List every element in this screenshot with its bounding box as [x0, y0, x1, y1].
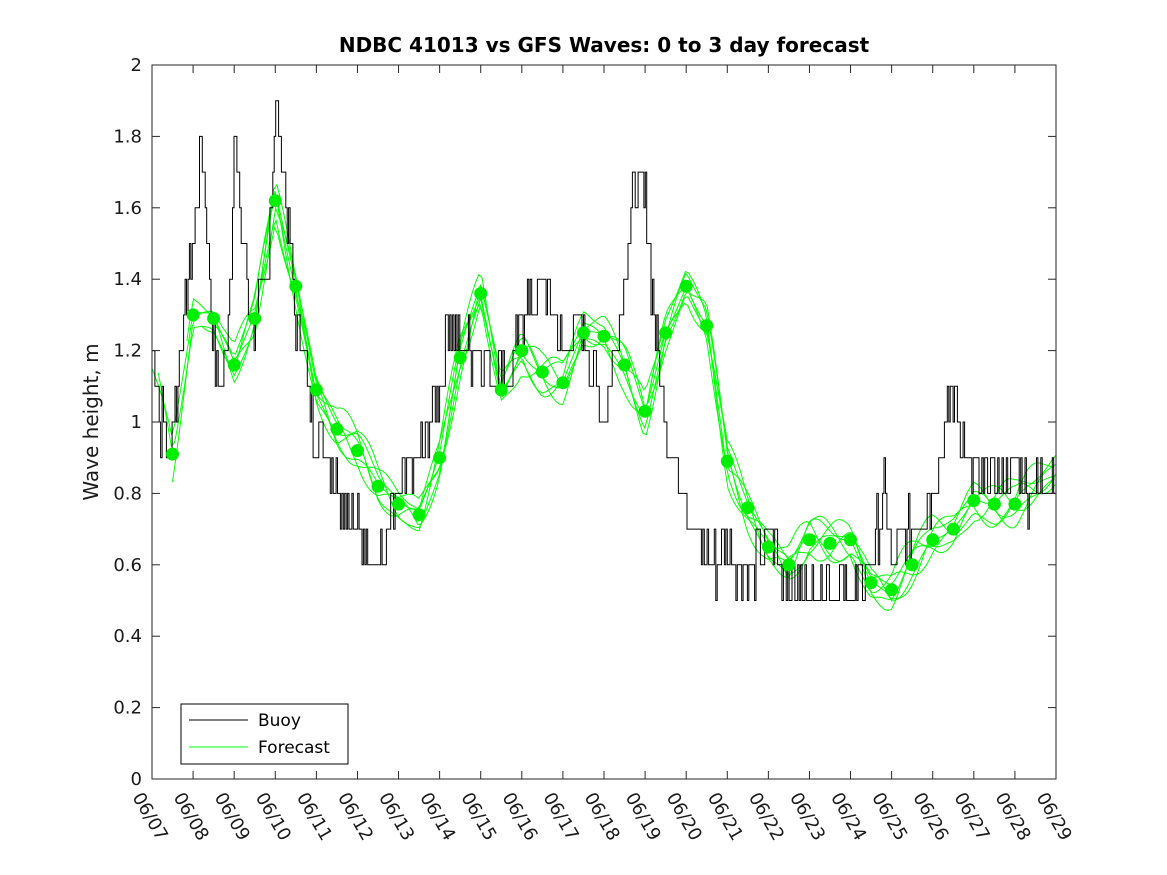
y-tick-label: 1.8 [113, 126, 142, 147]
y-tick-label: 0.2 [113, 698, 142, 719]
forecast-marker [556, 376, 570, 390]
forecast-marker [535, 365, 549, 379]
forecast-marker [494, 383, 508, 397]
forecast-marker [309, 383, 323, 397]
forecast-marker [926, 533, 940, 547]
forecast-marker [823, 536, 837, 550]
y-tick-label: 1 [131, 412, 142, 433]
forecast-marker [618, 358, 631, 372]
forecast-marker [289, 279, 303, 293]
forecast-marker [392, 497, 405, 511]
legend-entry-forecast: Forecast [258, 738, 330, 758]
forecast-marker [659, 326, 673, 340]
y-tick-label: 0.6 [113, 555, 142, 576]
forecast-marker [515, 344, 529, 358]
forecast-marker [905, 558, 919, 572]
forecast-marker [720, 454, 734, 468]
plot-area [151, 65, 1057, 779]
buoy-line [152, 100, 1056, 601]
forecast-marker [227, 358, 241, 372]
forecast-marker [761, 540, 775, 554]
y-tick-label: 1.4 [113, 269, 142, 290]
forecast-marker [803, 533, 816, 547]
forecast-marker [597, 329, 611, 343]
y-tick-label: 0.8 [113, 483, 142, 504]
forecast-marker [844, 533, 857, 547]
forecast-marker [700, 319, 714, 333]
y-tick-label: 0 [131, 769, 142, 790]
forecast-marker [453, 351, 467, 365]
y-axis-label: Wave height, m [79, 343, 103, 500]
forecast-marker [638, 404, 652, 418]
forecast-marker [741, 501, 755, 515]
forecast-marker [330, 422, 344, 436]
forecast-marker [433, 451, 447, 465]
forecast-marker [967, 494, 981, 507]
legend-box [180, 703, 349, 765]
forecast-marker [371, 479, 385, 493]
y-tick-label: 1.6 [113, 198, 142, 219]
forecast-run-line-4 [200, 183, 1057, 600]
forecast-marker [782, 558, 796, 572]
forecast-marker [268, 194, 282, 208]
forecast-marker [186, 308, 200, 322]
forecast-marker [679, 279, 693, 293]
chart-title: NDBC 41013 vs GFS Waves: 0 to 3 day fore… [339, 33, 870, 57]
forecast-marker [577, 326, 590, 340]
forecast-run-line-5 [215, 190, 1054, 601]
forecast-marker [885, 583, 899, 597]
y-tick-label: 2 [131, 55, 142, 76]
forecast-marker [351, 444, 364, 458]
forecast-marker [248, 312, 262, 325]
forecast-marker [946, 522, 960, 536]
forecast-marker [207, 312, 221, 325]
forecast-marker [474, 287, 488, 300]
y-tick-label: 0.4 [113, 626, 142, 647]
forecast-marker [864, 576, 878, 590]
forecast-marker [987, 497, 1001, 511]
legend-entry-buoy: Buoy [258, 711, 301, 731]
legend: Buoy Forecast [180, 703, 349, 765]
forecast-marker [166, 447, 179, 461]
forecast-marker [1008, 497, 1022, 511]
forecast-marker [412, 508, 426, 522]
y-tick-label: 1.2 [113, 341, 142, 362]
